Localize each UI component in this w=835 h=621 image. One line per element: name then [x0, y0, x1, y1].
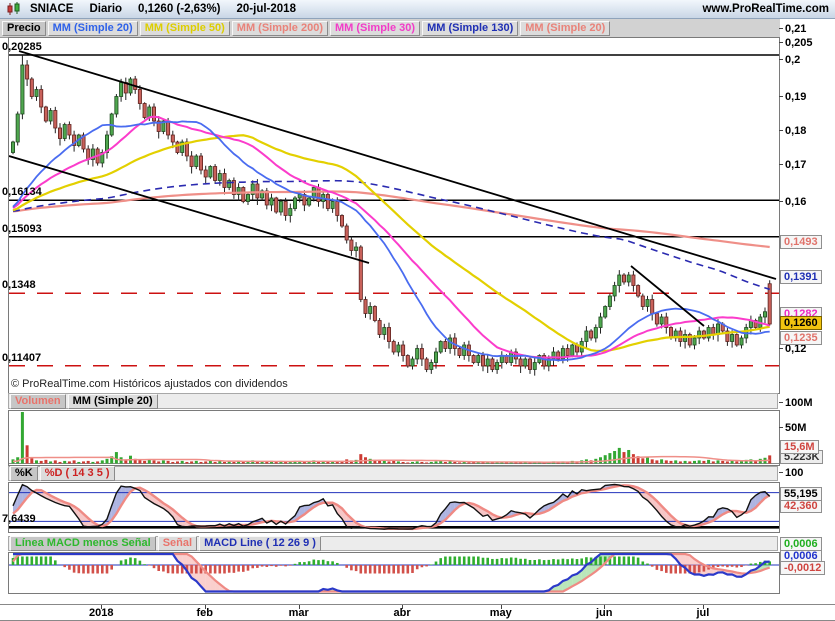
axis-tick-label: 0,16	[785, 196, 806, 208]
axis-tickmark	[779, 472, 783, 473]
time-axis	[0, 604, 835, 621]
axis-tick-label: 0,12	[785, 343, 806, 355]
value-badge: 0,1282	[780, 307, 822, 321]
stochastic-chart[interactable]	[8, 482, 780, 533]
indicator-tab-mm-simple-50-[interactable]: MM (Simple 50)	[140, 21, 230, 36]
indicator-tab-mm-simple-200-[interactable]: MM (Simple 200)	[232, 21, 328, 36]
axis-tick-label: 0,19	[785, 91, 806, 103]
value-badge: 42,360	[780, 499, 822, 513]
axis-tick-label: 0,17	[785, 159, 806, 171]
indicator-tab-mm-simple-20-[interactable]: MM (Simple 20)	[68, 394, 158, 409]
macd-chart[interactable]	[8, 552, 780, 594]
value-badge: 0,1260	[780, 316, 822, 330]
indicator-tab-precio[interactable]: Precio	[2, 21, 46, 36]
prorealtime-link[interactable]: www.ProRealTime.com	[702, 3, 829, 15]
indicator-tab-mm-simple-130-[interactable]: MM (Simple 130)	[422, 21, 518, 36]
volume-chart[interactable]	[8, 410, 780, 466]
volume-chart-canvas	[9, 411, 779, 465]
axis-tick-label: 100	[785, 467, 803, 479]
indicator-tab-mm-simple-20-[interactable]: MM (Simple 20)	[520, 21, 610, 36]
axis-tick-label: 100M	[785, 397, 813, 409]
value-badge: 55,195	[780, 487, 822, 501]
value-badge: 0,0006	[780, 549, 822, 563]
indicator-tab-%d-14-3-5-[interactable]: %D ( 14 3 5 )	[40, 466, 115, 481]
indicator-tab-macd-line-12-26-9-[interactable]: MACD Line ( 12 26 9 )	[199, 536, 321, 551]
last-price-change-label: 0,1260 (-2,63%)	[138, 3, 220, 15]
indicator-tab-mm-simple-30-[interactable]: MM (Simple 30)	[330, 21, 420, 36]
titlebar: SNIACE Diario 0,1260 (-2,63%) 20-jul-201…	[0, 0, 835, 19]
price-chart-canvas	[9, 38, 779, 393]
symbol-label: SNIACE	[30, 3, 73, 15]
axis-tick-label: 0,21	[785, 23, 806, 35]
value-badge: 0,1391	[780, 270, 822, 284]
stochastic-toolbar: %K%D ( 14 3 5 )	[8, 466, 778, 481]
value-badge: 0,1493	[780, 235, 822, 249]
copyright-label: © ProRealTime.com Históricos ajustados c…	[11, 378, 288, 390]
axis-tick-label: 0,18	[785, 125, 806, 137]
candlestick-logo-icon	[6, 2, 22, 16]
axis-tickmark	[779, 402, 783, 403]
indicator-tab-mm-simple-20-[interactable]: MM (Simple 20)	[48, 21, 138, 36]
value-badge: -0,0012	[780, 561, 825, 575]
price-chart[interactable]	[8, 37, 780, 394]
indicator-tab-se-al[interactable]: Señal	[158, 536, 197, 551]
timeframe-label: Diario	[89, 3, 122, 15]
value-badge: 0,1235	[780, 331, 822, 345]
axis-tick-label: 0,205	[785, 37, 813, 49]
indicator-tab-volumen[interactable]: Volumen	[10, 394, 66, 409]
value-badge: 15,6M	[780, 440, 819, 454]
macd-chart-canvas	[9, 553, 779, 593]
indicator-tab-l-nea-macd-menos-se-al[interactable]: Línea MACD menos Señal	[10, 536, 156, 551]
value-badge: 0,0006	[780, 537, 822, 551]
date-label: 20-jul-2018	[237, 3, 296, 15]
axis-tick-label: 0,2	[785, 54, 800, 66]
stochastic-chart-canvas	[9, 483, 779, 532]
indicator-tab-%k[interactable]: %K	[10, 466, 38, 481]
axis-tick-label: 50M	[785, 422, 806, 434]
value-badge: 5.223K	[780, 450, 823, 464]
